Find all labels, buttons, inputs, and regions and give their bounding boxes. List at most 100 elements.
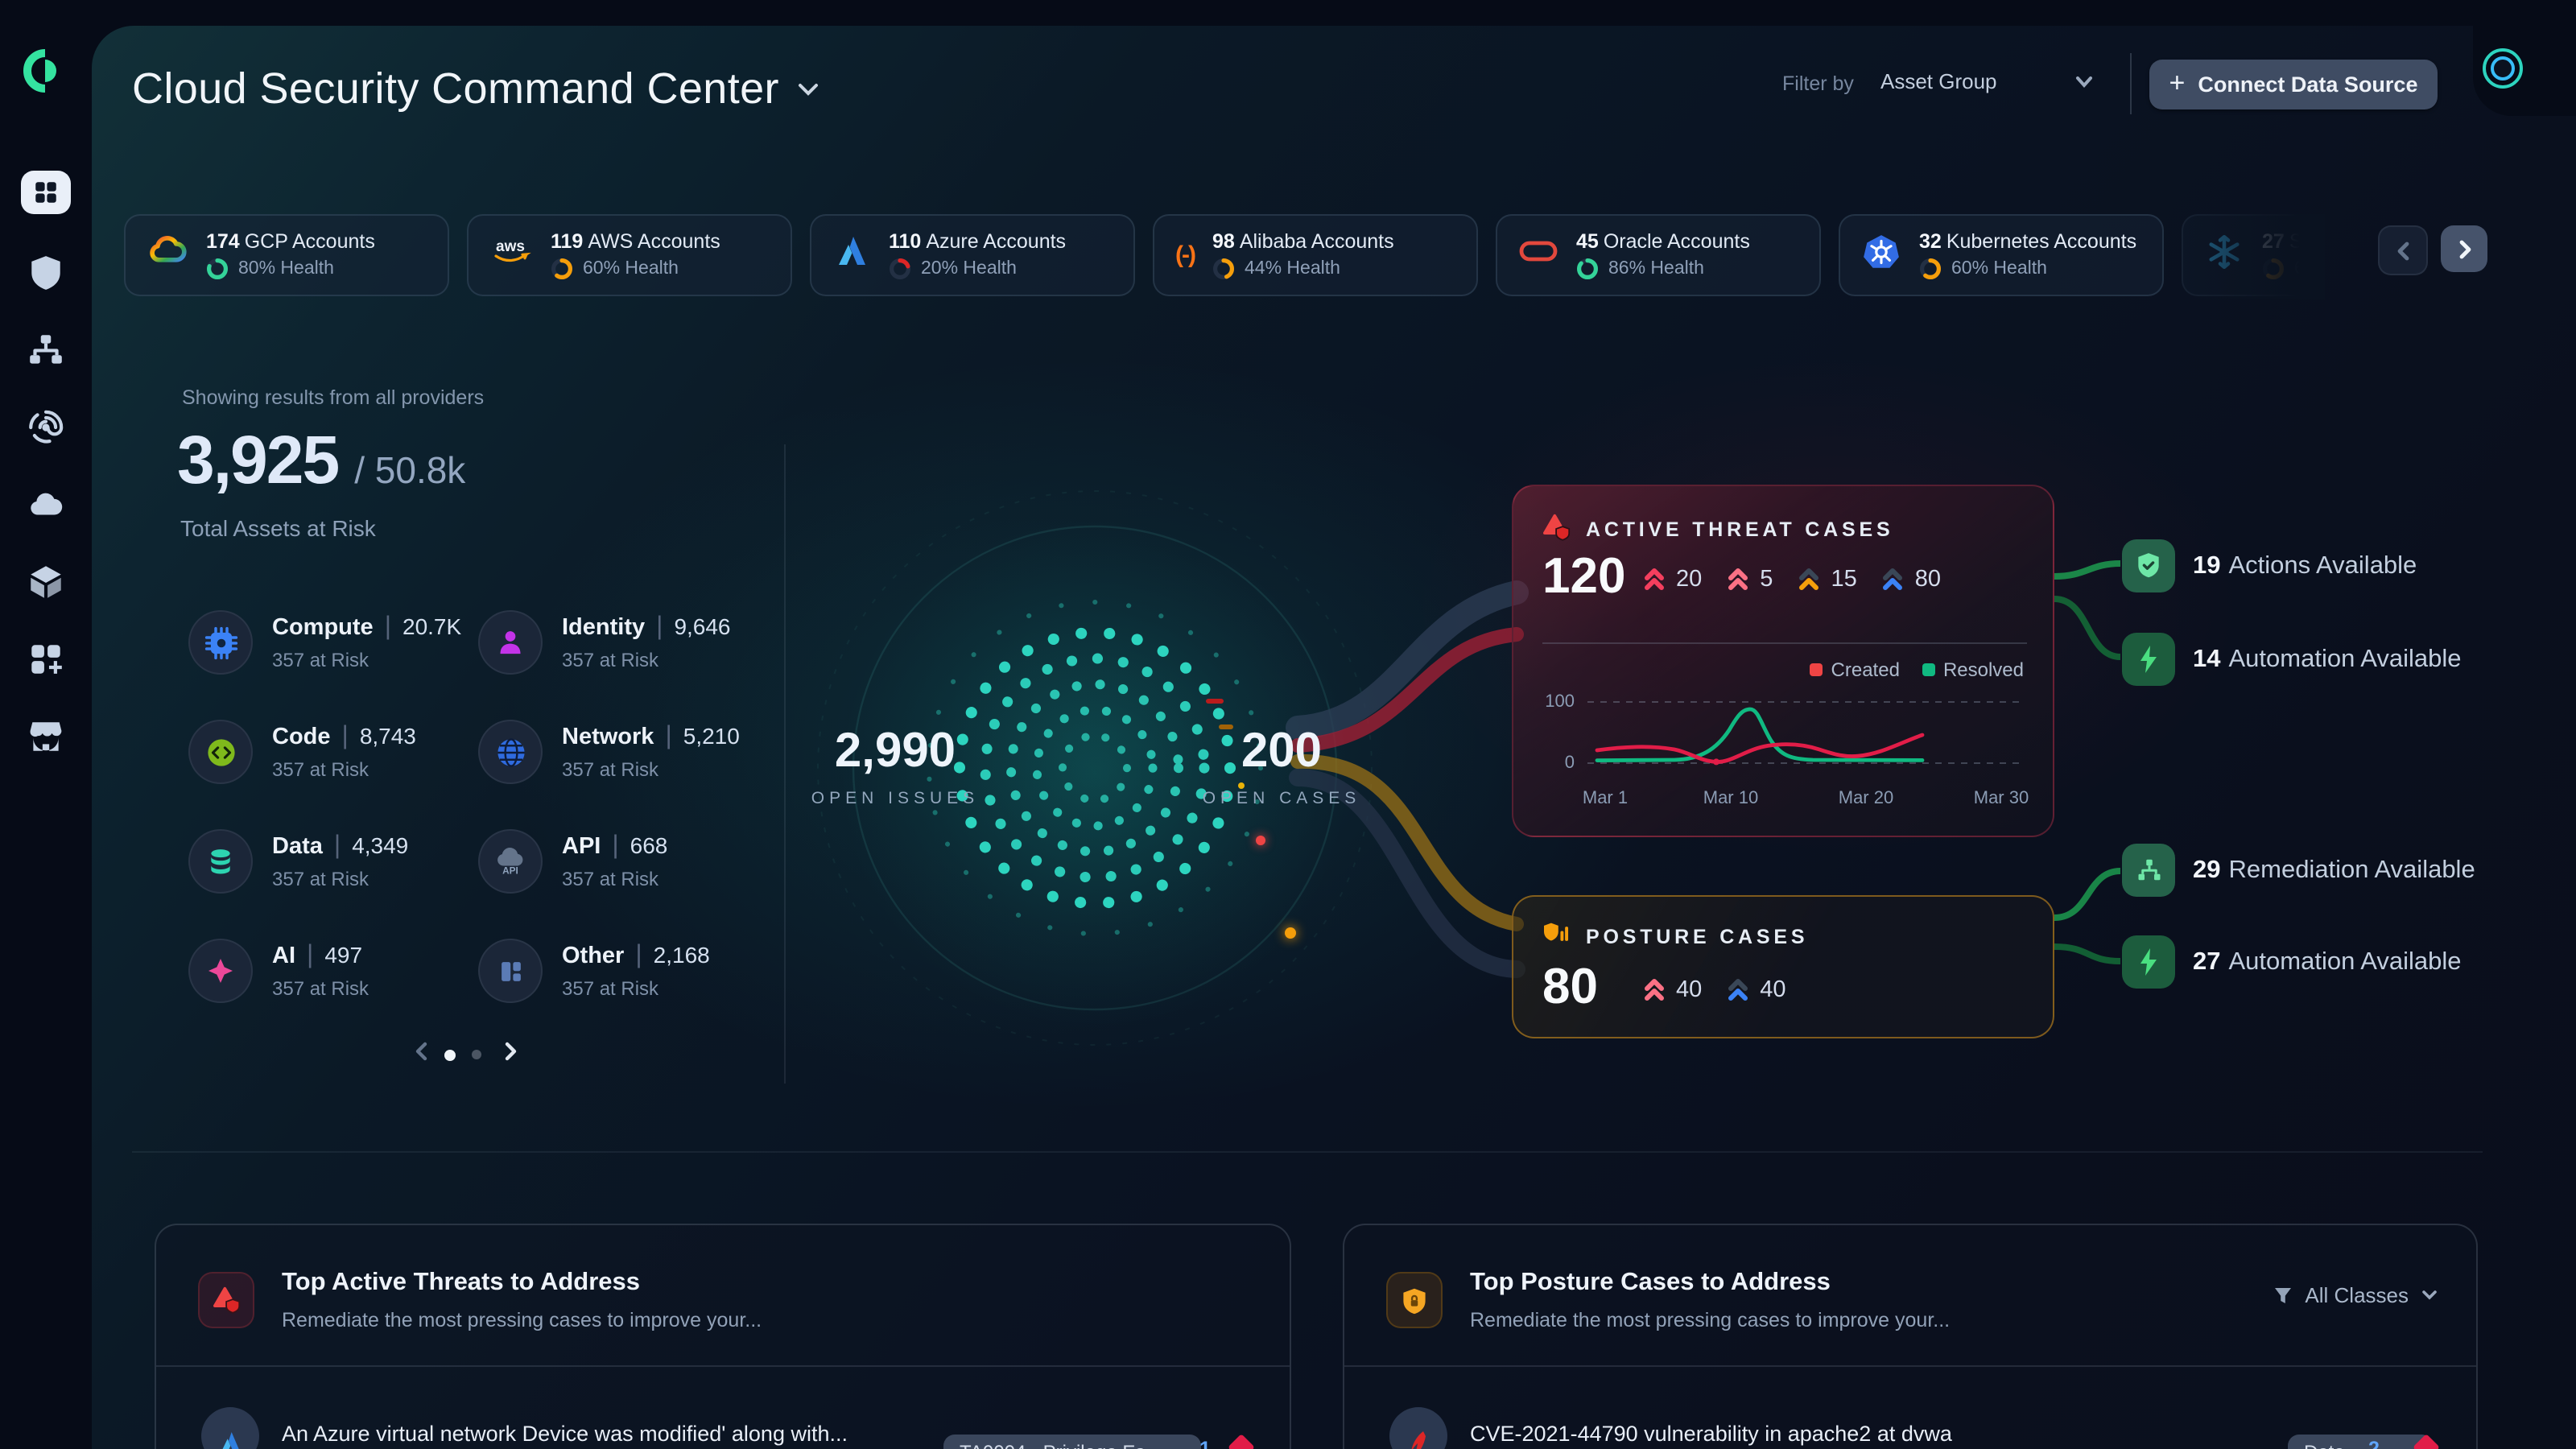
assets-at-risk-value: 3,925 xyxy=(177,422,340,497)
action-label: Automation Available xyxy=(2228,947,2462,975)
ai-sparkle-icon xyxy=(188,939,253,1003)
account-health: 86% Health xyxy=(1608,259,1704,279)
account-card-aws[interactable]: aws 119 AWS Accounts 60% Health xyxy=(467,214,792,296)
action-row-actions[interactable]: 19 Actions Available xyxy=(2122,539,2417,592)
severity-medium: 15 xyxy=(1797,565,1857,592)
asset-category-data[interactable]: Data | 4,349 357 at Risk xyxy=(188,829,408,894)
threat-row-title[interactable]: An Azure virtual network Device was modi… xyxy=(282,1422,848,1446)
azure-icon xyxy=(832,232,871,279)
filter-by-label: Filter by xyxy=(1782,72,1854,95)
all-classes-filter[interactable]: All Classes xyxy=(2273,1283,2438,1307)
account-label: Kubernetes Accounts xyxy=(1946,230,2137,253)
threats-card-icon xyxy=(198,1272,254,1328)
sidebar-item-integrations[interactable] xyxy=(26,639,66,679)
action-row-automation-2[interactable]: 27 Automation Available xyxy=(2122,935,2461,989)
asset-category-compute[interactable]: Compute | 20.7K 357 at Risk xyxy=(188,610,461,675)
threat-alert-icon xyxy=(1542,514,1571,546)
threats-card-subtitle: Remediate the most pressing cases to imp… xyxy=(282,1309,762,1331)
sidebar-item-dashboard[interactable] xyxy=(21,171,71,214)
gcp-icon xyxy=(147,230,188,280)
account-card-snowflake[interactable]: 27Snowflake Accounts 60% Health xyxy=(2182,214,2325,296)
open-issues-label: OPEN ISSUES xyxy=(811,789,980,808)
related-count: 2 xyxy=(2368,1438,2380,1449)
action-count: 19 xyxy=(2193,551,2221,579)
accounts-next-button[interactable] xyxy=(2441,225,2487,272)
hub-glow xyxy=(837,515,1352,1030)
asset-category-code[interactable]: Code | 8,743 357 at Risk xyxy=(188,720,416,784)
posture-cases-card[interactable]: POSTURE CASES 80 40 40 xyxy=(1512,895,2054,1038)
active-threat-cases-card[interactable]: ACTIVE THREAT CASES 120 20 5 15 80 Creat… xyxy=(1512,485,2054,837)
account-cards-row: 174 GCP Accounts 80% Health aws 119 AWS Ac… xyxy=(124,214,2325,299)
funnel-icon xyxy=(2274,1287,2291,1302)
account-count: 119 xyxy=(551,230,584,253)
asset-risk: 357 at Risk xyxy=(272,758,369,781)
pagination-dot-active[interactable] xyxy=(444,1049,456,1060)
asset-category-api[interactable]: API API | 668 357 at Risk xyxy=(478,829,667,894)
pagination-dot[interactable] xyxy=(472,1050,481,1059)
asset-value: 668 xyxy=(630,832,668,858)
legend-resolved: Resolved xyxy=(1922,658,2024,681)
account-card-kubernetes[interactable]: 32 Kubernetes Accounts 60% Health xyxy=(1839,214,2164,296)
compute-chip-icon xyxy=(188,610,253,675)
sidebar-item-inventory[interactable] xyxy=(26,562,66,602)
asset-pagination xyxy=(414,1040,518,1069)
sidebar-item-cloud[interactable] xyxy=(26,485,66,525)
posture-card-title: POSTURE CASES xyxy=(1586,925,1809,947)
asset-value: 20.7K xyxy=(402,613,462,639)
account-card-azure[interactable]: 110 Azure Accounts 20% Health xyxy=(810,214,1135,296)
severity-count: 5 xyxy=(1760,566,1773,592)
overview-divider xyxy=(784,444,786,1084)
account-card-alibaba[interactable]: (-) 98 Alibaba Accounts 44% Health xyxy=(1153,214,1478,296)
user-avatar[interactable] xyxy=(2483,48,2523,89)
pagination-prev-icon[interactable] xyxy=(414,1040,428,1069)
asset-sphere-visualization xyxy=(927,600,1263,936)
asset-category-network[interactable]: Network | 5,210 357 at Risk xyxy=(478,720,740,784)
code-icon xyxy=(188,720,253,784)
account-card-gcp[interactable]: 174 GCP Accounts 80% Health xyxy=(124,214,449,296)
account-card-oracle[interactable]: 45 Oracle Accounts 86% Health xyxy=(1496,214,1821,296)
assets-at-risk-caption: Total Assets at Risk xyxy=(180,515,376,541)
posture-row-title[interactable]: CVE-2021-44790 vulnerability in apache2 … xyxy=(1470,1422,1952,1446)
account-label: GCP Accounts xyxy=(244,230,375,253)
asset-category-other[interactable]: Other | 2,168 357 at Risk xyxy=(478,939,710,1003)
health-ring-icon xyxy=(207,258,228,279)
action-row-automation-1[interactable]: 14 Automation Available xyxy=(2122,633,2461,686)
top-posture-cases-card: Top Posture Cases to Address Remediate t… xyxy=(1343,1224,2478,1449)
action-row-remediation[interactable]: 29 Remediation Available xyxy=(2122,844,2475,897)
account-label: Oracle Accounts xyxy=(1603,230,1750,253)
threats-card-divider xyxy=(156,1365,1290,1367)
threat-trend-chart xyxy=(1587,701,2025,766)
asset-name: Identity xyxy=(562,615,646,641)
pagination-next-icon[interactable] xyxy=(504,1040,518,1069)
sidebar xyxy=(0,0,92,1449)
mitre-tactic-badge: TA0004 - Privilege Es xyxy=(943,1435,1201,1449)
asset-group-dropdown[interactable]: Asset Group xyxy=(1880,69,2093,93)
asset-name: Data xyxy=(272,834,323,860)
sidebar-item-sitemap[interactable] xyxy=(26,330,66,370)
action-count: 27 xyxy=(2193,947,2221,975)
health-ring-icon xyxy=(1213,258,1234,279)
kubernetes-icon xyxy=(1861,231,1901,279)
severity-low: 80 xyxy=(1881,565,1941,592)
legend-created: Created xyxy=(1810,658,1900,681)
asset-name: Other xyxy=(562,943,625,969)
connect-data-source-button[interactable]: + Connect Data Source xyxy=(2149,60,2438,109)
open-cases-stat: 200 OPEN CASES xyxy=(1169,724,1394,808)
sidebar-item-shield[interactable] xyxy=(26,253,66,293)
plus-icon: + xyxy=(2169,67,2186,97)
asset-category-identity[interactable]: Identity | 9,646 357 at Risk xyxy=(478,610,731,675)
asset-category-ai[interactable]: AI | 497 357 at Risk xyxy=(188,939,369,1003)
showing-results-label: Showing results from all providers xyxy=(182,386,485,409)
bottom-section-divider xyxy=(132,1151,2483,1153)
account-health: 60% Health xyxy=(1951,259,2047,279)
title-chevron-down-icon[interactable] xyxy=(797,75,819,104)
flow-ribbons-decoration xyxy=(817,490,2121,1046)
account-health: 20% Health xyxy=(921,259,1017,279)
account-label: AWS Accounts xyxy=(588,230,720,253)
threat-card-title: ACTIVE THREAT CASES xyxy=(1586,518,1894,541)
sidebar-item-marketplace[interactable] xyxy=(26,716,66,757)
open-issues-value: 2,990 xyxy=(834,724,956,778)
sidebar-item-detect[interactable] xyxy=(26,407,66,448)
accounts-prev-button[interactable] xyxy=(2378,225,2428,275)
asset-risk: 357 at Risk xyxy=(562,868,659,890)
